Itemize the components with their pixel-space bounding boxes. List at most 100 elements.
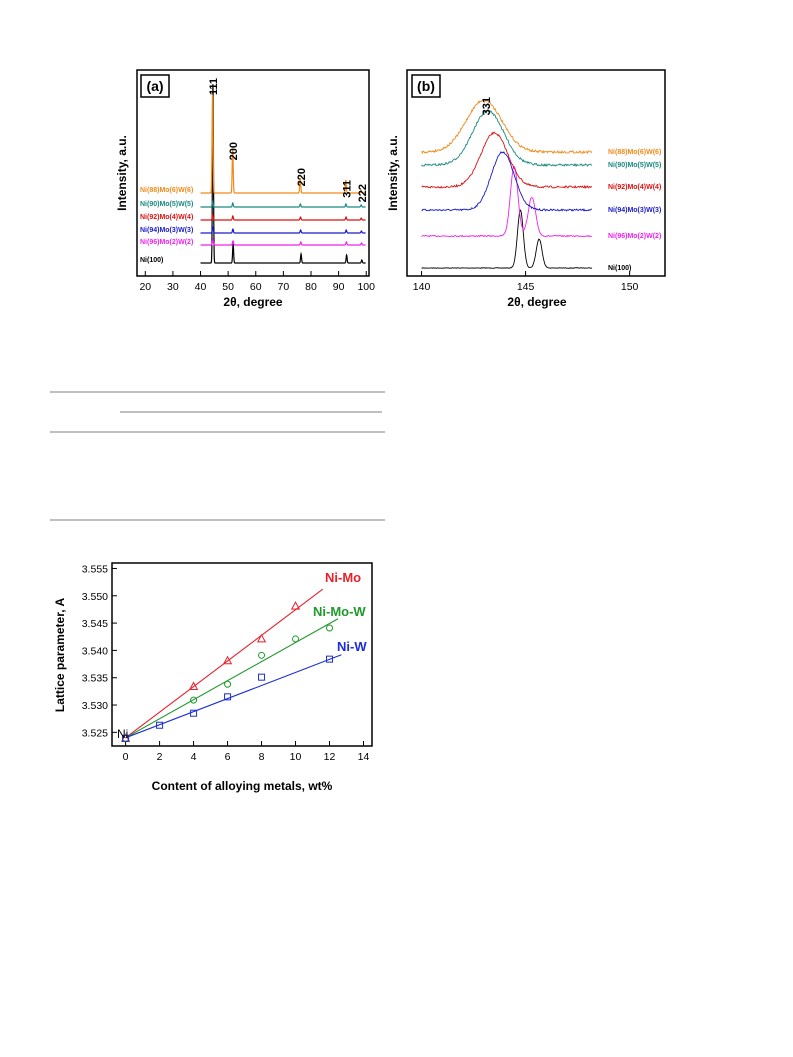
panel-b-x-tick-label: 150	[621, 281, 639, 293]
lattice-point	[156, 721, 164, 729]
panel-b-x-tick-label: 140	[413, 281, 431, 293]
panel-a-series-line	[200, 212, 366, 221]
lattice-x-tick-label: 4	[191, 751, 197, 763]
lattice-x-tick-label: 0	[123, 751, 129, 763]
lattice-point	[326, 624, 334, 632]
panel-a-peak-label: 222	[357, 184, 369, 202]
lattice-point	[122, 734, 130, 742]
lattice-frame	[111, 562, 373, 747]
panel-b-tag-box	[411, 74, 441, 98]
panel-b-tag: (b)	[417, 78, 435, 94]
lattice-series-label: Ni-Mo	[325, 570, 361, 585]
lattice-point	[292, 635, 300, 643]
panel-a-x-tick-label: 80	[305, 281, 317, 293]
lattice-point	[190, 696, 198, 704]
panel-b-y-label: Intensity, a.u.	[386, 135, 400, 211]
lattice-x-label: Content of alloying metals, wt%	[152, 779, 333, 793]
panel-a-x-tick-label: 70	[278, 281, 290, 293]
lattice-ni-annotation: Ni	[117, 727, 128, 741]
panel-a-x-tick-label: 60	[250, 281, 262, 293]
panel-a-peak-label: 111	[208, 78, 220, 95]
lattice-series-label: Ni-Mo-W	[313, 604, 366, 619]
panel-b-peak-labels: 331	[481, 97, 493, 115]
xrd-panel-b: (b) 140 145 150 Ni(100) Ni(96)Mo(2)W(2) Ni(9…	[386, 69, 666, 309]
panel-a-x-axis: 20 30 40 50 60 70 80 90 100	[139, 271, 375, 293]
panel-b-series: Ni(100) Ni(96)Mo(2)W(2) Ni(94)Mo(3)W(3) Ni(…	[421, 98, 661, 272]
lattice-series: Ni-Mo Ni-Mo-W Ni-W	[120, 570, 367, 742]
lattice-point	[224, 680, 232, 688]
panel-a-peak-labels: 111 200 220 311 222	[208, 78, 369, 202]
lattice-series-label: Ni-W	[337, 639, 367, 654]
panel-a-series-label: Ni(90)Mo(5)W(5)	[140, 201, 193, 208]
lattice-point	[188, 681, 199, 690]
lattice-point	[326, 655, 334, 663]
lattice-point	[258, 673, 266, 681]
xrd-panel-a: (a) 20 30 40 50 60 70 80 90 100 Ni(100) Ni(96)Mo(…	[115, 69, 375, 309]
lattice-point	[222, 655, 233, 665]
lattice-y-tick-label: 3.525	[82, 727, 108, 739]
panel-b-series-label: Ni(96)Mo(2)W(2)	[608, 233, 661, 240]
lattice-y-tick-label: 3.545	[82, 618, 108, 630]
panel-a-series-label: Ni(100)	[140, 257, 163, 264]
lattice-y-tick-label: 3.555	[82, 563, 108, 575]
panel-b-series-label: Ni(94)Mo(3)W(3)	[608, 207, 661, 214]
panel-a-series-label: Ni(96)Mo(2)W(2)	[140, 239, 193, 246]
panel-a-frame	[136, 69, 370, 277]
lattice-point	[290, 601, 301, 610]
panel-b-series-label: Ni(100)	[608, 265, 631, 272]
panel-b-series-line	[421, 209, 593, 269]
lattice-x-tick-label: 6	[225, 751, 231, 763]
panel-a-y-label: Intensity, a.u.	[115, 135, 129, 211]
panel-b-frame	[406, 69, 666, 277]
panel-b-series-label: Ni(90)Mo(5)W(5)	[608, 162, 661, 169]
panel-a-series-line	[200, 238, 366, 246]
lattice-y-tick-label: 3.530	[82, 700, 108, 712]
lattice-point	[258, 651, 266, 659]
panel-a-tag-box	[140, 74, 170, 98]
lattice-axes: 0 2 4 6 8 10 12 14 3.525 3.530 3.535 3.540 3.545 3.55…	[82, 563, 370, 763]
lattice-x-tick-label: 14	[358, 751, 370, 763]
panel-a-peak-label: 200	[228, 142, 240, 160]
lattice-parameter-chart: 0 2 4 6 8 10 12 14 3.525 3.530 3.535 3.540 3.545 3.55…	[53, 562, 373, 793]
panel-b-series-line	[421, 165, 593, 238]
panel-b-peak-label: 331	[481, 97, 493, 115]
lattice-x-tick-label: 8	[259, 751, 265, 763]
panel-a-series-line	[200, 94, 366, 194]
lattice-point	[224, 693, 232, 701]
panel-b-series-line	[421, 150, 593, 212]
panel-a-series-line	[200, 200, 366, 208]
lattice-fit-line	[125, 654, 342, 739]
panel-a-x-tick-label: 50	[222, 281, 234, 293]
panel-a-series-line	[200, 84, 366, 264]
lattice-y-label: Lattice parameter, A	[53, 598, 67, 713]
lattice-y-tick-label: 3.535	[82, 673, 108, 685]
panel-a-x-tick-label: 20	[139, 281, 151, 293]
panel-b-series-line	[421, 98, 593, 155]
panel-a-x-label: 2θ, degree	[223, 295, 283, 309]
panel-b-x-axis: 140 145 150	[413, 271, 639, 293]
panel-a-x-tick-label: 90	[333, 281, 345, 293]
lattice-point	[256, 633, 267, 643]
lattice-x-tick-label: 10	[290, 751, 302, 763]
panel-a-series-label: Ni(88)Mo(6)W(6)	[140, 187, 193, 194]
lattice-y-tick-label: 3.540	[82, 645, 108, 657]
panel-b-series-label: Ni(92)Mo(4)W(4)	[608, 184, 661, 191]
lattice-y-tick-label: 3.550	[82, 591, 108, 603]
panel-a-series: Ni(100) Ni(96)Mo(2)W(2) Ni(94)Mo(3)W(3) Ni(…	[140, 84, 366, 264]
panel-a-series-label: Ni(94)Mo(3)W(3)	[140, 227, 193, 234]
panel-a-series-line	[200, 225, 366, 234]
panel-a-series-label: Ni(92)Mo(4)W(4)	[140, 214, 193, 221]
panel-b-series-line	[421, 109, 593, 168]
panel-b-x-tick-label: 145	[517, 281, 535, 293]
lattice-x-tick-label: 2	[157, 751, 163, 763]
panel-a-peak-label: 311	[342, 180, 354, 198]
panel-b-x-label: 2θ, degree	[507, 295, 567, 309]
panel-a-x-tick-label: 40	[195, 281, 207, 293]
panel-b-series-line	[421, 131, 593, 189]
panel-a-x-tick-label: 100	[357, 281, 375, 293]
lattice-point	[190, 709, 198, 717]
lattice-x-tick-label: 12	[324, 751, 336, 763]
panel-a-x-tick-label: 30	[167, 281, 179, 293]
table-rules	[50, 391, 385, 521]
